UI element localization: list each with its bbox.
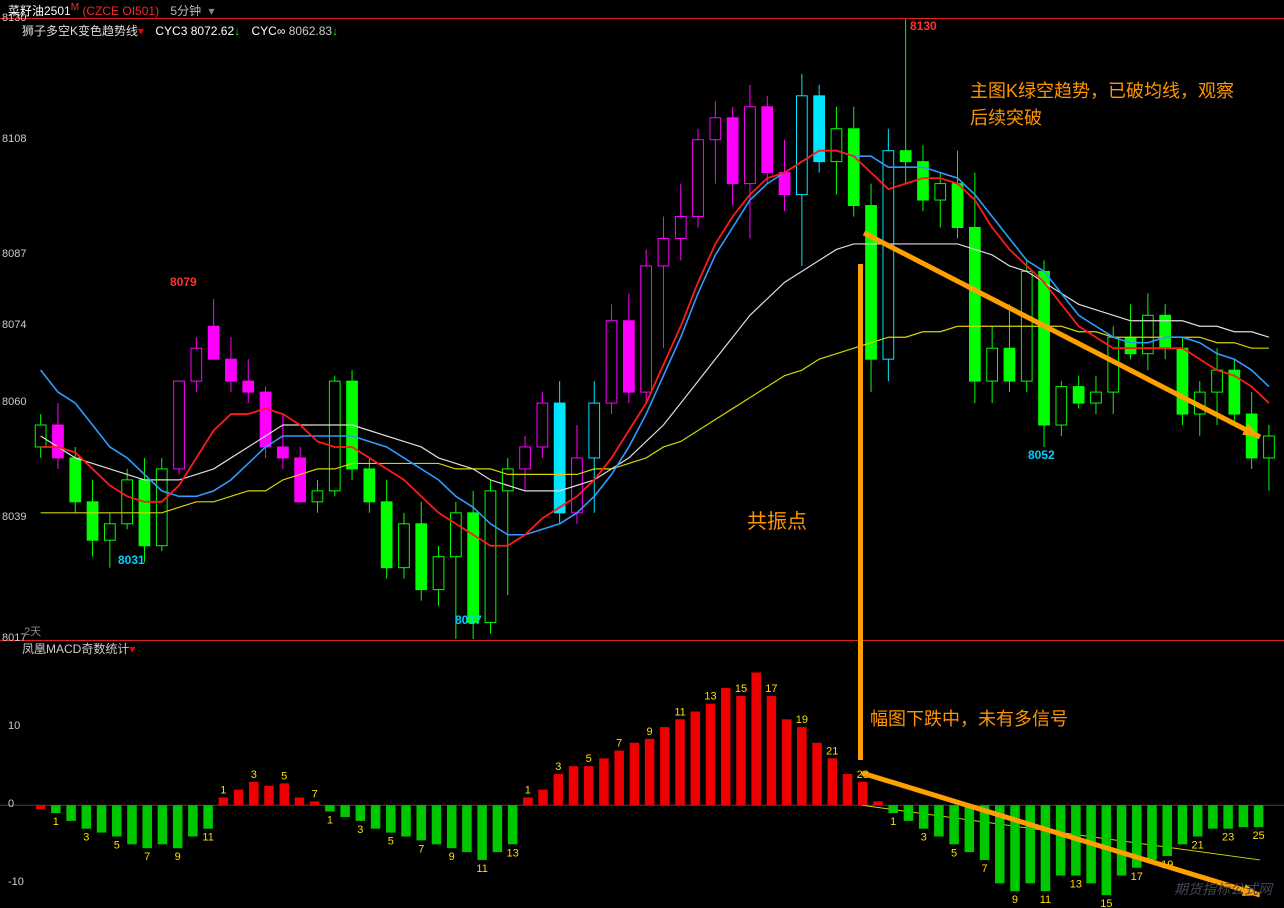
svg-text:17: 17 bbox=[1131, 871, 1143, 883]
svg-text:13: 13 bbox=[1070, 879, 1082, 891]
chart-header: 菜籽油2501M (CZCE OI501) 5分钟 ▾ bbox=[8, 2, 214, 19]
svg-text:3: 3 bbox=[555, 761, 561, 773]
watermark: 期货指标公式网 bbox=[1174, 879, 1272, 899]
price-label: 8031 bbox=[118, 553, 145, 567]
svg-text:13: 13 bbox=[704, 691, 716, 703]
annotation-text: 幅图下跌中，未有多信号 bbox=[870, 706, 1068, 733]
svg-text:7: 7 bbox=[312, 788, 318, 800]
svg-text:5: 5 bbox=[114, 840, 120, 852]
svg-text:13: 13 bbox=[506, 847, 518, 859]
svg-text:9: 9 bbox=[449, 851, 455, 863]
cyc3-label: CYC3 bbox=[155, 24, 187, 38]
svg-text:9: 9 bbox=[1012, 894, 1018, 906]
svg-text:21: 21 bbox=[826, 745, 838, 757]
arrow-down-icon: ↓ bbox=[234, 24, 240, 38]
sub-indicator-name: 凤凰MACD奇数统计 bbox=[22, 642, 129, 656]
svg-text:3: 3 bbox=[357, 824, 363, 836]
svg-text:7: 7 bbox=[981, 863, 987, 875]
arrow-down-icon: ↓ bbox=[332, 24, 338, 38]
annotation-text: 共振点 bbox=[747, 507, 807, 537]
timeframe[interactable]: 5分钟 bbox=[170, 4, 201, 18]
svg-text:7: 7 bbox=[616, 738, 622, 750]
cyc3-value: 8072.62 bbox=[191, 24, 234, 38]
svg-text:1: 1 bbox=[53, 816, 59, 828]
svg-text:3: 3 bbox=[251, 769, 257, 781]
chevron-down-icon[interactable]: ▾ bbox=[208, 4, 214, 18]
resonance-line bbox=[858, 264, 863, 760]
main-indicator-name: 狮子多空K变色趋势线 bbox=[22, 24, 138, 38]
svg-text:11: 11 bbox=[476, 863, 487, 875]
svg-text:1: 1 bbox=[220, 784, 226, 796]
svg-text:9: 9 bbox=[647, 726, 653, 738]
price-label: 8017 bbox=[455, 613, 482, 627]
y-axis-sub: 100-10 bbox=[0, 640, 32, 907]
sub-indicator-header: 凤凰MACD奇数统计▾ bbox=[22, 640, 135, 657]
svg-text:11: 11 bbox=[202, 832, 213, 844]
svg-text:5: 5 bbox=[388, 836, 394, 848]
symbol-code: (CZCE OI501) bbox=[82, 4, 159, 18]
svg-text:5: 5 bbox=[951, 847, 957, 859]
price-label: 8079 bbox=[170, 275, 197, 289]
svg-text:19: 19 bbox=[796, 714, 808, 726]
annotation-text: 主图K绿空趋势，已破均线，观察后续突破 bbox=[970, 78, 1250, 132]
sub-chart[interactable]: 1357911135713579111313579111315171921231… bbox=[0, 640, 1284, 907]
svg-text:21: 21 bbox=[1192, 840, 1204, 852]
y-axis-main: 8130810880878074806080398017 bbox=[0, 18, 32, 638]
price-label: 8052 bbox=[1028, 448, 1055, 462]
svg-text:1: 1 bbox=[890, 816, 896, 828]
chevron-down-icon[interactable]: ▾ bbox=[129, 642, 135, 656]
svg-text:1: 1 bbox=[525, 784, 531, 796]
svg-text:5: 5 bbox=[586, 753, 592, 765]
svg-text:1: 1 bbox=[327, 815, 333, 827]
svg-text:9: 9 bbox=[175, 851, 181, 863]
day-marker: 2天 bbox=[24, 623, 41, 639]
svg-text:15: 15 bbox=[735, 683, 747, 695]
chevron-down-icon[interactable]: ▾ bbox=[138, 24, 144, 38]
symbol-sup: M bbox=[71, 2, 79, 13]
svg-text:11: 11 bbox=[674, 706, 685, 718]
svg-text:23: 23 bbox=[1222, 832, 1234, 844]
main-indicator-header: 狮子多空K变色趋势线▾ CYC3 8072.62↓ CYC∞ 8062.83↓ bbox=[22, 22, 338, 39]
price-label: 8130 bbox=[910, 19, 937, 33]
cycinf-value: 8062.83 bbox=[289, 24, 332, 38]
cycinf-label: CYC∞ bbox=[251, 24, 285, 38]
symbol-name: 菜籽油2501 bbox=[8, 4, 71, 18]
svg-text:11: 11 bbox=[1040, 894, 1051, 906]
svg-text:7: 7 bbox=[144, 851, 150, 863]
svg-text:7: 7 bbox=[418, 843, 424, 855]
svg-text:3: 3 bbox=[83, 832, 89, 844]
svg-text:25: 25 bbox=[1252, 830, 1264, 842]
svg-text:17: 17 bbox=[765, 683, 777, 695]
svg-text:3: 3 bbox=[921, 832, 927, 844]
svg-text:5: 5 bbox=[281, 770, 287, 782]
